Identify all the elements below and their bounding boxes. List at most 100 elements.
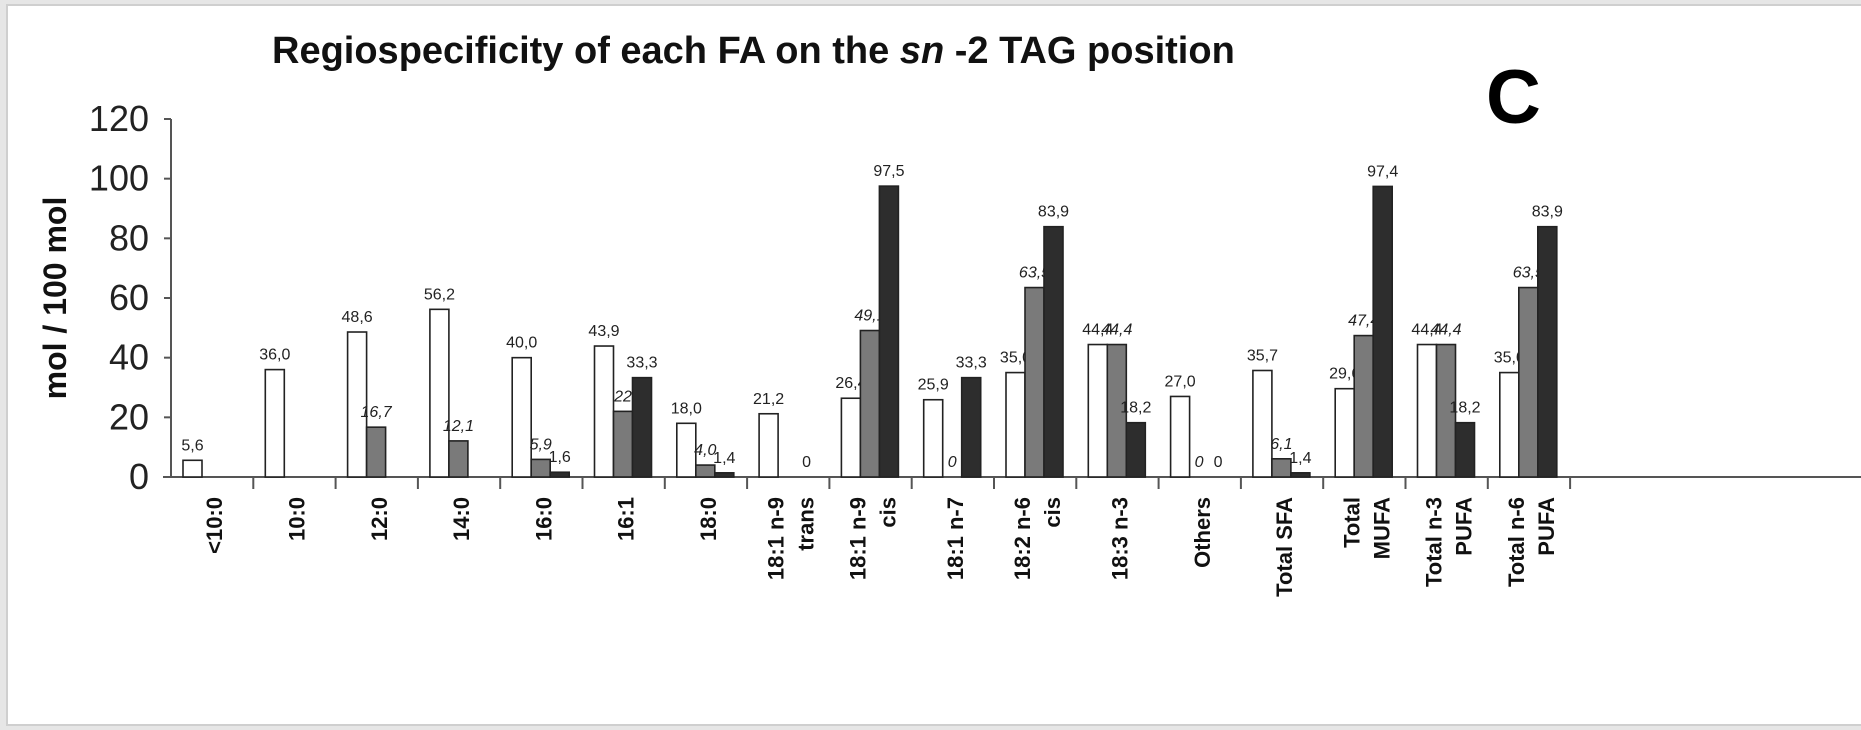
data-label: 4,0 [694, 442, 716, 459]
bar-white [429, 308, 450, 478]
bar-black [1454, 421, 1476, 478]
bar-gray [694, 464, 716, 478]
bar-gray [1024, 286, 1045, 478]
data-label: 35,7 [1247, 347, 1278, 364]
bar-gray [448, 440, 469, 478]
data-label: 0 [1195, 454, 1204, 471]
data-label: 16,7 [361, 404, 393, 421]
data-label: 22 [613, 388, 632, 405]
bar-black [878, 185, 900, 478]
data-label: 26,4 [835, 375, 866, 392]
y-tick-label: 120 [89, 98, 149, 139]
bar-black [960, 376, 982, 478]
data-label: 83,9 [1532, 204, 1563, 221]
bar-white [182, 459, 203, 478]
bar-black [1125, 421, 1147, 478]
bar-gray [365, 426, 387, 478]
x-tick-label: cis [1040, 497, 1065, 528]
x-tick-label: PUFA [1452, 497, 1477, 556]
x-tick-label: 18:2 n-6 [1010, 497, 1035, 580]
bar-white [1499, 371, 1520, 478]
data-label: 35,0 [1494, 350, 1525, 367]
x-tick-label: Total [1339, 497, 1364, 548]
panel-label: C [1486, 55, 1541, 140]
x-tick-label: 10:0 [284, 497, 309, 541]
bar-white [758, 412, 779, 478]
data-label: 18,2 [1449, 400, 1480, 417]
chart-frame: Regiospecificity of each FA on the sn -2… [6, 4, 1861, 726]
bar-black [1043, 225, 1064, 478]
x-tick-label: 16:1 [614, 497, 639, 541]
bar-white [1252, 369, 1273, 478]
bar-white [1087, 343, 1109, 478]
data-label: 5,9 [530, 436, 552, 453]
x-tick-label: 18:0 [696, 497, 721, 541]
data-label: 63,5 [1513, 265, 1544, 282]
data-label: 83,9 [1038, 204, 1069, 221]
x-tick-label: 18:1 n-9 [846, 497, 871, 580]
data-label: 44,4 [1411, 322, 1442, 339]
data-label: 44,4 [1101, 322, 1132, 339]
bar-white [675, 422, 697, 478]
data-label: 12,1 [443, 418, 474, 435]
data-label: 27,0 [1165, 373, 1196, 390]
data-label: 0 [802, 454, 811, 471]
y-tick-label: 80 [109, 217, 149, 258]
y-tick-label: 60 [109, 277, 149, 318]
data-label: 49,1 [854, 308, 885, 325]
bar-white [1334, 387, 1355, 478]
y-tick-label: 20 [109, 396, 149, 437]
data-label: 25,9 [918, 377, 949, 394]
bar-black [1372, 185, 1393, 478]
x-tick-label: Others [1190, 497, 1215, 568]
x-tick-label: trans [793, 497, 818, 551]
x-tick-label: Total SFA [1272, 497, 1297, 597]
data-label: 48,6 [342, 309, 373, 326]
data-label: 36,0 [259, 347, 290, 364]
data-label: 63,5 [1019, 265, 1050, 282]
bar-gray [530, 458, 552, 478]
data-label: 5,6 [181, 437, 203, 454]
data-label: 33,3 [626, 355, 657, 372]
bar-gray [612, 410, 634, 478]
x-tick-label: Total n-6 [1504, 497, 1529, 587]
chart-title: Regiospecificity of each FA on the sn -2… [272, 30, 1235, 72]
data-label: 1,6 [549, 449, 571, 466]
x-tick-label: PUFA [1534, 497, 1559, 556]
bar-black [549, 471, 571, 478]
bar-white [346, 331, 368, 478]
data-label: 97,4 [1367, 163, 1398, 180]
bar-black [631, 376, 653, 478]
x-tick-label: 16:0 [531, 497, 556, 541]
bar-gray [1106, 343, 1128, 478]
y-tick-label: 0 [129, 456, 149, 497]
bar-gray [859, 329, 881, 478]
data-label: 56,2 [424, 286, 455, 303]
data-label: 44,4 [1082, 322, 1113, 339]
bar-white [840, 397, 862, 478]
data-label: 44,4 [1430, 322, 1461, 339]
y-tick-label: 40 [109, 337, 149, 378]
y-tick-label: 100 [89, 158, 149, 199]
data-label: 40,0 [506, 335, 537, 352]
x-tick-label: Total n-3 [1422, 497, 1447, 587]
bar-white [1416, 343, 1438, 478]
bar-white [593, 345, 615, 478]
x-tick-label: MUFA [1369, 497, 1394, 559]
data-label: 43,9 [588, 323, 619, 340]
bar-chart: Regiospecificity of each FA on the sn -2… [37, 30, 1861, 597]
bar-white [511, 356, 533, 478]
data-label: 0 [1214, 454, 1223, 471]
data-label: 29,6 [1329, 366, 1360, 383]
data-label: 1,4 [713, 450, 735, 467]
bar-white [1169, 395, 1191, 478]
data-label: 18,0 [671, 400, 702, 417]
x-tick-label: cis [876, 497, 901, 528]
data-label: 47,4 [1348, 313, 1379, 330]
data-label: 6,1 [1270, 436, 1292, 453]
bar-white [1005, 371, 1026, 478]
data-label: 97,5 [873, 163, 904, 180]
bar-black [1290, 472, 1311, 478]
bar-black [713, 472, 735, 478]
x-tick-label: 12:0 [367, 497, 392, 541]
